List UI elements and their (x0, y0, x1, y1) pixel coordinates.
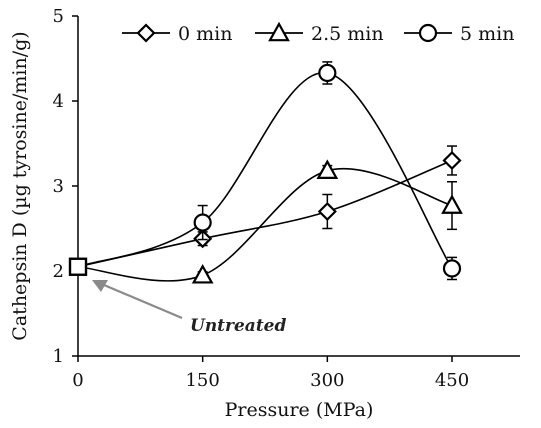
data-point-circle (318, 63, 337, 83)
x-tick-label: 450 (435, 370, 469, 391)
legend-label: 5 min (460, 23, 514, 45)
legend-marker-triangle (268, 21, 290, 42)
data-point-circle (193, 213, 212, 232)
y-axis: 1 2 3 4 5 (53, 6, 79, 367)
series-circle (77, 61, 462, 281)
data-point-triangle (316, 159, 339, 179)
legend-label: 2.5 min (311, 23, 384, 45)
legend-label: 0 min (178, 23, 232, 45)
y-tick-label: 5 (53, 6, 64, 27)
data-point-circle (442, 259, 462, 278)
series-line (77, 72, 453, 269)
x-axis-title: Pressure (MPa) (225, 399, 374, 421)
legend-item-circle: 5 min (404, 23, 514, 45)
data-point-triangle (441, 194, 463, 214)
series-line (77, 159, 453, 268)
legend: 0 min 2.5 min 5 min (122, 21, 514, 45)
x-axis: 0 150 300 450 (72, 355, 520, 391)
data-point-triangle (191, 263, 214, 284)
data-point-diamond (442, 150, 462, 171)
y-axis-title: Cathepsin D (µg tyrosine/min/g) (9, 31, 31, 340)
y-tick-label: 4 (53, 91, 64, 112)
y-tick-label: 1 (53, 346, 64, 367)
x-tick-label: 300 (310, 370, 344, 391)
untreated-arrow-head (92, 280, 108, 292)
data-point-untreated (68, 257, 88, 276)
series-triangle (77, 159, 463, 284)
legend-item-diamond: 0 min (122, 23, 232, 45)
series-line (77, 168, 453, 282)
data-point-diamond (317, 201, 337, 222)
x-tick-label: 150 (185, 370, 219, 391)
untreated-label: Untreated (190, 316, 286, 336)
legend-marker-circle (418, 23, 438, 43)
y-tick-label: 2 (53, 261, 64, 282)
series-diamond (77, 145, 462, 268)
legend-item-triangle: 2.5 min (255, 21, 384, 45)
legend-marker-diamond (136, 23, 156, 43)
untreated-annotation: Untreated (92, 280, 286, 336)
untreated-arrow-line (103, 283, 183, 320)
y-tick-label: 3 (53, 176, 64, 197)
plot-area (68, 61, 463, 284)
x-tick-label: 0 (72, 370, 83, 391)
